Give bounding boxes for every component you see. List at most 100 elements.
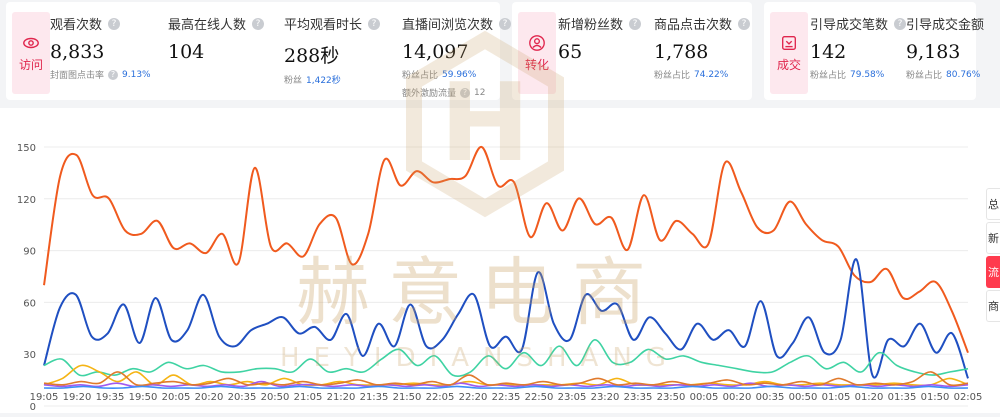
sub-value: 1,422秒 [306, 76, 341, 86]
trend-chart: 0 30 60 90 120 150 19:05 19:20 19:35 19:50 20:05 2… [0, 108, 1000, 413]
x-tick-label: 00:05 [690, 392, 719, 403]
x-tick-label: 22:05 [426, 392, 455, 403]
x-tick-label: 20:20 [195, 392, 224, 403]
metric-value: 9,183 [906, 41, 961, 63]
x-tick-label: 20:05 [162, 392, 191, 403]
help-icon[interactable]: ? [368, 17, 381, 30]
x-tick-label: 01:35 [888, 392, 917, 403]
side-tab-3[interactable]: 商 [986, 290, 1000, 322]
series-line-0[interactable] [43, 146, 969, 354]
metric-value: 1,788 [654, 41, 709, 63]
x-tick-label: 21:05 [294, 392, 323, 403]
x-tick-label: 21:20 [327, 392, 356, 403]
category-conversion: 转化 [518, 12, 556, 94]
x-tick-label: 21:50 [393, 392, 422, 403]
metric-new-fans: 新增粉丝数? 65 [558, 14, 642, 63]
sub-value: 12 [474, 87, 486, 98]
user-plus-icon [529, 34, 545, 51]
category-label: 成交 [776, 57, 801, 72]
side-tab-2[interactable]: 流 [986, 256, 1000, 288]
metric-label: 最高在线人数 [168, 18, 247, 33]
x-tick-label: 19:50 [129, 392, 158, 403]
metric-label: 引导成交笔数 [810, 18, 889, 33]
metric-value: 288秒 [284, 45, 340, 67]
metric-product-clicks: 商品点击次数? 1,788 粉丝占比 74.22% [654, 14, 751, 81]
sub-label: 粉丝 [284, 76, 303, 86]
metric-value: 8,833 [50, 41, 105, 63]
y-tick-label: 0 [30, 402, 36, 413]
side-tab-0[interactable]: 总 [986, 188, 1000, 220]
metric-label: 引导成交金额 [906, 18, 985, 33]
series-line-6[interactable] [43, 385, 969, 390]
x-tick-label: 02:05 [954, 392, 983, 403]
sub-label: 封面图点击率 [50, 71, 105, 81]
x-tick-label: 23:20 [591, 392, 620, 403]
y-tick-label: 90 [23, 247, 36, 258]
metric-label: 观看次数 [50, 18, 103, 33]
metric-peak-online: 最高在线人数? 104 [168, 14, 265, 63]
metric-room-views: 直播间浏览次数? 14,097 粉丝占比 59.96% 额外激励流量? 12 [402, 14, 512, 99]
x-tick-label: 23:35 [624, 392, 653, 403]
category-label: 转化 [524, 57, 549, 72]
x-tick-label: 19:35 [96, 392, 125, 403]
x-tick-label: 01:05 [822, 392, 851, 403]
x-tick-label: 19:20 [63, 392, 92, 403]
line-chart[interactable]: 0 30 60 90 120 150 19:05 19:20 19:35 19:50 20:05 2… [0, 108, 1000, 413]
metric-label: 新增粉丝数 [558, 18, 624, 33]
sub-label: 粉丝占比 [402, 71, 439, 81]
help-icon[interactable]: ? [738, 17, 751, 30]
visit-card: 访问 观看次数? 8,833 封面图点击率? 9.13% 最高在线人数? 104 … [6, 2, 512, 100]
metric-label: 商品点击次数 [654, 18, 733, 33]
x-tick-label: 22:35 [492, 392, 521, 403]
metric-views: 观看次数? 8,833 封面图点击率? 9.13% [50, 14, 151, 81]
metric-label: 直播间浏览次数 [402, 18, 494, 33]
sub-value: 74.22% [694, 69, 729, 80]
order-icon [782, 35, 796, 50]
metrics-bar: 访问 观看次数? 8,833 封面图点击率? 9.13% 最高在线人数? 104 … [0, 0, 1000, 108]
y-tick-label: 60 [23, 298, 36, 309]
conversion-card: 转化 新增粉丝数? 65 商品点击次数? 1,788 粉丝占比 74.22% [512, 2, 752, 100]
deal-card: 成交 引导成交笔数? 142 粉丝占比 79.58% 引导成交金额 9,183 粉… [764, 2, 984, 100]
x-tick-label: 00:50 [789, 392, 818, 403]
help-icon[interactable]: ? [108, 17, 121, 30]
eye-icon [23, 37, 39, 48]
sub-label: 粉丝占比 [906, 71, 943, 81]
x-tick-label: 20:35 [228, 392, 257, 403]
category-visit: 访问 [12, 12, 50, 94]
metric-label: 平均观看时长 [284, 18, 363, 33]
y-tick-label: 30 [23, 350, 36, 361]
x-tick-label: 20:50 [261, 392, 290, 403]
x-tick-label: 22:20 [459, 392, 488, 403]
help-icon[interactable]: ? [629, 17, 642, 30]
metric-avg-watch: 平均观看时长? 288秒 粉丝 1,422秒 [284, 14, 381, 86]
help-icon[interactable]: ? [252, 17, 265, 30]
metric-value: 65 [558, 41, 583, 63]
metric-value: 104 [168, 41, 205, 63]
x-tick-label: 00:20 [723, 392, 752, 403]
x-tick-label: 01:20 [855, 392, 884, 403]
metric-value: 14,097 [402, 41, 469, 63]
metric-gmv: 引导成交金额 9,183 粉丝占比 80.76% [906, 14, 984, 81]
x-tick-label: 19:05 [30, 392, 59, 403]
series-line-2[interactable] [43, 339, 969, 377]
metric-orders: 引导成交笔数? 142 粉丝占比 79.58% [810, 14, 907, 81]
help-icon[interactable]: ? [499, 17, 512, 30]
sub-label: 粉丝占比 [654, 71, 691, 81]
help-icon[interactable]: ? [460, 87, 471, 98]
sub-label: 额外激励流量 [402, 89, 457, 99]
sub-label: 粉丝占比 [810, 71, 847, 81]
category-deal: 成交 [770, 12, 808, 94]
side-tab-1[interactable]: 新 [986, 222, 1000, 254]
metric-value: 142 [810, 41, 847, 63]
help-icon[interactable]: ? [108, 69, 119, 80]
x-tick-label: 01:50 [921, 392, 950, 403]
sub-value: 9.13% [122, 69, 151, 80]
help-icon[interactable]: ? [894, 17, 907, 30]
series-line-4[interactable] [43, 380, 969, 388]
y-tick-label: 150 [17, 143, 36, 154]
series-line-1[interactable] [43, 258, 969, 379]
category-label: 访问 [18, 57, 43, 72]
x-tick-label: 00:35 [756, 392, 785, 403]
series-line-5[interactable] [43, 371, 969, 387]
sub-value: 59.96% [442, 69, 477, 80]
